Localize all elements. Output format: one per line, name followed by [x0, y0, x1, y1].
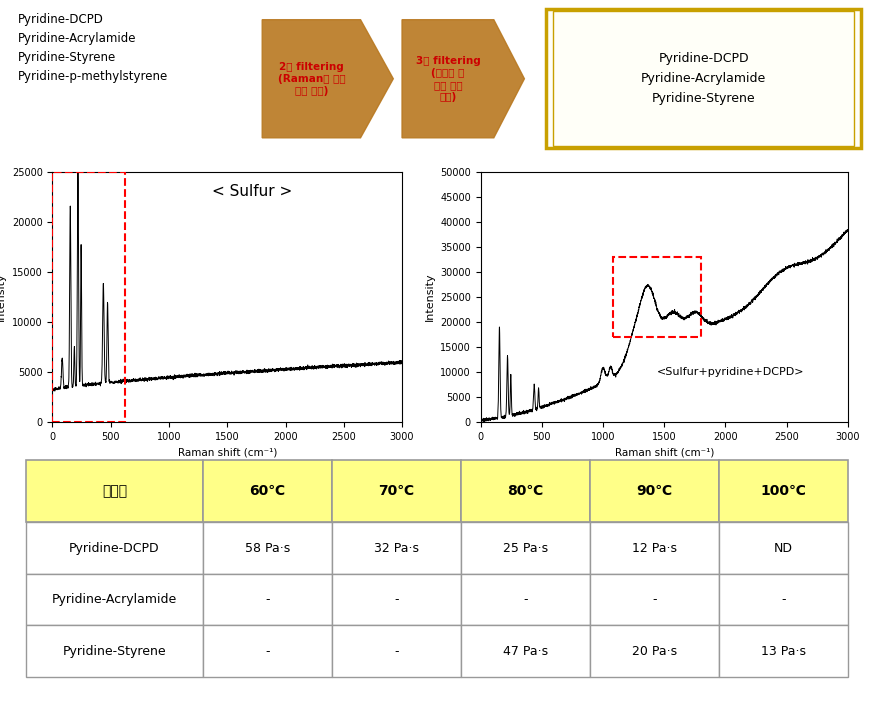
Bar [26, 626, 203, 677]
Bar [590, 574, 718, 626]
Bar [332, 460, 461, 522]
Text: -: - [394, 644, 399, 658]
Polygon shape [402, 20, 524, 137]
Text: 체가물: 체가물 [102, 484, 127, 498]
Bar [613, 257, 701, 337]
X-axis label: Raman shift (cm⁻¹): Raman shift (cm⁻¹) [177, 448, 277, 458]
Bar [52, 172, 125, 422]
Bar [590, 522, 718, 574]
X-axis label: Raman shift (cm⁻¹): Raman shift (cm⁻¹) [614, 448, 714, 458]
Text: Pyridine-DCPD
Pyridine-Acrylamide
Pyridine-Styrene
Pyridine-p-methylstyrene: Pyridine-DCPD Pyridine-Acrylamide Pyridi… [17, 13, 168, 82]
Text: 47 Pa·s: 47 Pa·s [503, 644, 548, 658]
Text: 25 Pa·s: 25 Pa·s [503, 541, 548, 555]
Text: < Sulfur >: < Sulfur > [212, 184, 292, 199]
Text: 58 Pa·s: 58 Pa·s [245, 541, 290, 555]
Text: 90℃: 90℃ [636, 484, 672, 498]
Text: 3차 filtering
(용해도 및
용융 실험
결합): 3차 filtering (용해도 및 용융 실험 결합) [415, 56, 481, 102]
Text: -: - [394, 593, 399, 606]
Bar [590, 460, 718, 522]
Bar [203, 460, 332, 522]
Text: <Sulfur+pyridine+DCPD>: <Sulfur+pyridine+DCPD> [656, 367, 804, 377]
Text: 32 Pa·s: 32 Pa·s [374, 541, 419, 555]
Text: Pyridine-Styrene: Pyridine-Styrene [63, 644, 166, 658]
Bar [203, 522, 332, 574]
Text: -: - [523, 593, 528, 606]
Text: -: - [652, 593, 656, 606]
Y-axis label: Intensity: Intensity [425, 273, 434, 321]
Bar [26, 522, 203, 574]
Bar [26, 460, 203, 522]
Text: 100℃: 100℃ [760, 484, 806, 498]
Bar [332, 522, 461, 574]
Bar [461, 522, 590, 574]
Text: Pyridine-DCPD
Pyridine-Acrylamide
Pyridine-Styrene: Pyridine-DCPD Pyridine-Acrylamide Pyridi… [641, 52, 766, 105]
Text: ND: ND [773, 541, 793, 555]
Bar [718, 522, 848, 574]
Bar [203, 626, 332, 677]
Text: 60℃: 60℃ [249, 484, 285, 498]
Bar [332, 626, 461, 677]
Text: 70℃: 70℃ [378, 484, 414, 498]
Text: 20 Pa·s: 20 Pa·s [632, 644, 676, 658]
Bar [461, 626, 590, 677]
Bar [718, 460, 848, 522]
Bar [590, 626, 718, 677]
Text: 12 Pa·s: 12 Pa·s [632, 541, 676, 555]
Text: -: - [781, 593, 786, 606]
Text: -: - [265, 593, 269, 606]
Bar [461, 574, 590, 626]
Polygon shape [262, 20, 393, 137]
Bar [718, 626, 848, 677]
Text: Pyridine-Acrylamide: Pyridine-Acrylamide [52, 593, 177, 606]
Bar [461, 460, 590, 522]
FancyBboxPatch shape [546, 9, 861, 148]
Bar [203, 574, 332, 626]
Bar [26, 574, 203, 626]
Bar [332, 574, 461, 626]
Text: Pyridine-DCPD: Pyridine-DCPD [69, 541, 160, 555]
Text: 80℃: 80℃ [507, 484, 544, 498]
Text: -: - [265, 644, 269, 658]
Y-axis label: Intensity: Intensity [0, 273, 6, 321]
Text: 13 Pa·s: 13 Pa·s [760, 644, 806, 658]
Bar [718, 574, 848, 626]
Text: 2차 filtering
(Raman을 통한
반응 확인): 2차 filtering (Raman을 통한 반응 확인) [278, 62, 345, 96]
